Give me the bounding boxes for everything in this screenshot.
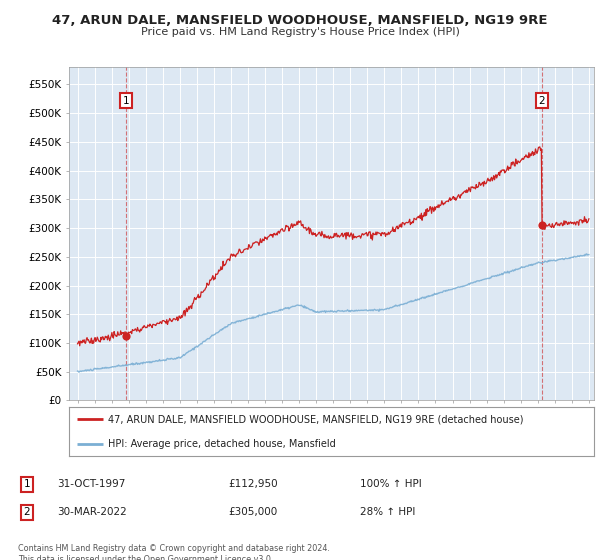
Text: Price paid vs. HM Land Registry's House Price Index (HPI): Price paid vs. HM Land Registry's House … <box>140 27 460 37</box>
Text: 2: 2 <box>539 96 545 105</box>
Text: 28% ↑ HPI: 28% ↑ HPI <box>360 507 415 517</box>
Text: 30-MAR-2022: 30-MAR-2022 <box>57 507 127 517</box>
Text: 1: 1 <box>122 96 129 105</box>
Point <box>121 331 131 340</box>
Text: 2: 2 <box>23 507 31 517</box>
Text: £305,000: £305,000 <box>228 507 277 517</box>
Text: £112,950: £112,950 <box>228 479 278 489</box>
Point <box>537 221 547 230</box>
Text: HPI: Average price, detached house, Mansfield: HPI: Average price, detached house, Mans… <box>109 439 336 449</box>
Text: 100% ↑ HPI: 100% ↑ HPI <box>360 479 422 489</box>
Text: 47, ARUN DALE, MANSFIELD WOODHOUSE, MANSFIELD, NG19 9RE: 47, ARUN DALE, MANSFIELD WOODHOUSE, MANS… <box>52 14 548 27</box>
Text: Contains HM Land Registry data © Crown copyright and database right 2024.
This d: Contains HM Land Registry data © Crown c… <box>18 544 330 560</box>
Text: 31-OCT-1997: 31-OCT-1997 <box>57 479 125 489</box>
Text: 1: 1 <box>23 479 31 489</box>
Text: 47, ARUN DALE, MANSFIELD WOODHOUSE, MANSFIELD, NG19 9RE (detached house): 47, ARUN DALE, MANSFIELD WOODHOUSE, MANS… <box>109 414 524 424</box>
